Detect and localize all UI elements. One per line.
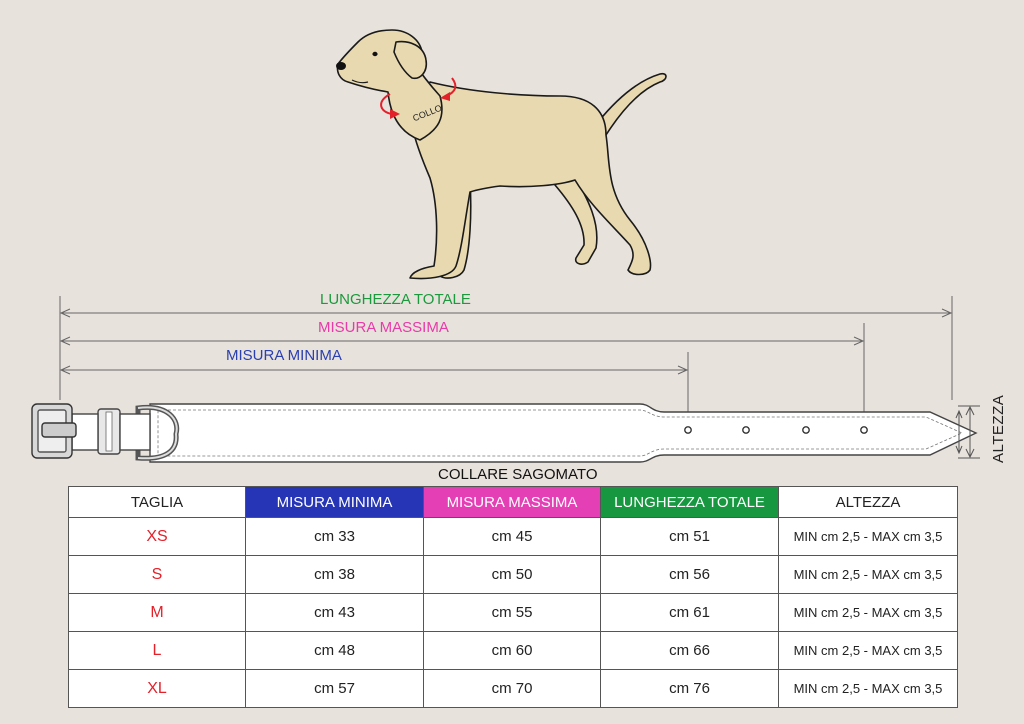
table-row: XL cm 57 cm 70 cm 76 MIN cm 2,5 - MAX cm… (68, 669, 958, 708)
total-cell: cm 51 (600, 517, 779, 556)
collar-holes (684, 426, 868, 434)
collar-illustration (31, 403, 978, 463)
table-row: M cm 43 cm 55 cm 61 MIN cm 2,5 - MAX cm … (68, 593, 958, 632)
table-row: L cm 48 cm 60 cm 66 MIN cm 2,5 - MAX cm … (68, 631, 958, 670)
total-cell: cm 66 (600, 631, 779, 670)
header-misura-massima: MISURA MASSIMA (423, 486, 601, 518)
arrowheads (59, 308, 953, 375)
altezza-cell: MIN cm 2,5 - MAX cm 3,5 (778, 631, 958, 670)
size-cell: XS (68, 517, 246, 556)
size-table: TAGLIA MISURA MINIMA MISURA MASSIMA LUNG… (68, 486, 958, 708)
size-cell: S (68, 555, 246, 594)
misura-massima-label: MISURA MASSIMA (318, 319, 449, 336)
collare-sagomato-title: COLLARE SAGOMATO (438, 466, 598, 483)
altezza-cell: MIN cm 2,5 - MAX cm 3,5 (778, 517, 958, 556)
max-cell: cm 70 (423, 669, 601, 708)
table-row: S cm 38 cm 50 cm 56 MIN cm 2,5 - MAX cm … (68, 555, 958, 594)
dog-illustration (336, 29, 667, 280)
lunghezza-totale-label: LUNGHEZZA TOTALE (320, 291, 471, 308)
max-cell: cm 55 (423, 593, 601, 632)
max-cell: cm 50 (423, 555, 601, 594)
table-header-row: TAGLIA MISURA MINIMA MISURA MASSIMA LUNG… (68, 486, 958, 518)
size-cell: XL (68, 669, 246, 708)
min-cell: cm 33 (245, 517, 424, 556)
total-cell: cm 56 (600, 555, 779, 594)
arrow-head-icon (440, 92, 450, 101)
altezza-label: ALTEZZA (990, 394, 1007, 463)
arrow-head-icon (390, 109, 400, 119)
altezza-cell: MIN cm 2,5 - MAX cm 3,5 (778, 555, 958, 594)
dog-face (336, 51, 378, 84)
min-cell: cm 38 (245, 555, 424, 594)
total-cell: cm 61 (600, 593, 779, 632)
measure-lines (59, 296, 953, 426)
header-misura-minima: MISURA MINIMA (245, 486, 424, 518)
max-cell: cm 60 (423, 631, 601, 670)
altezza-cell: MIN cm 2,5 - MAX cm 3,5 (778, 593, 958, 632)
min-cell: cm 57 (245, 669, 424, 708)
altezza-cell: MIN cm 2,5 - MAX cm 3,5 (778, 669, 958, 708)
max-cell: cm 45 (423, 517, 601, 556)
min-cell: cm 43 (245, 593, 424, 632)
misura-minima-label: MISURA MINIMA (226, 347, 342, 364)
table-row: XS cm 33 cm 45 cm 51 MIN cm 2,5 - MAX cm… (68, 517, 958, 556)
altezza-marker (955, 405, 980, 459)
min-cell: cm 48 (245, 631, 424, 670)
header-altezza: ALTEZZA (778, 486, 958, 518)
total-cell: cm 76 (600, 669, 779, 708)
size-cell: M (68, 593, 246, 632)
header-taglia: TAGLIA (68, 486, 246, 518)
size-cell: L (68, 631, 246, 670)
header-lunghezza-totale: LUNGHEZZA TOTALE (600, 486, 779, 518)
